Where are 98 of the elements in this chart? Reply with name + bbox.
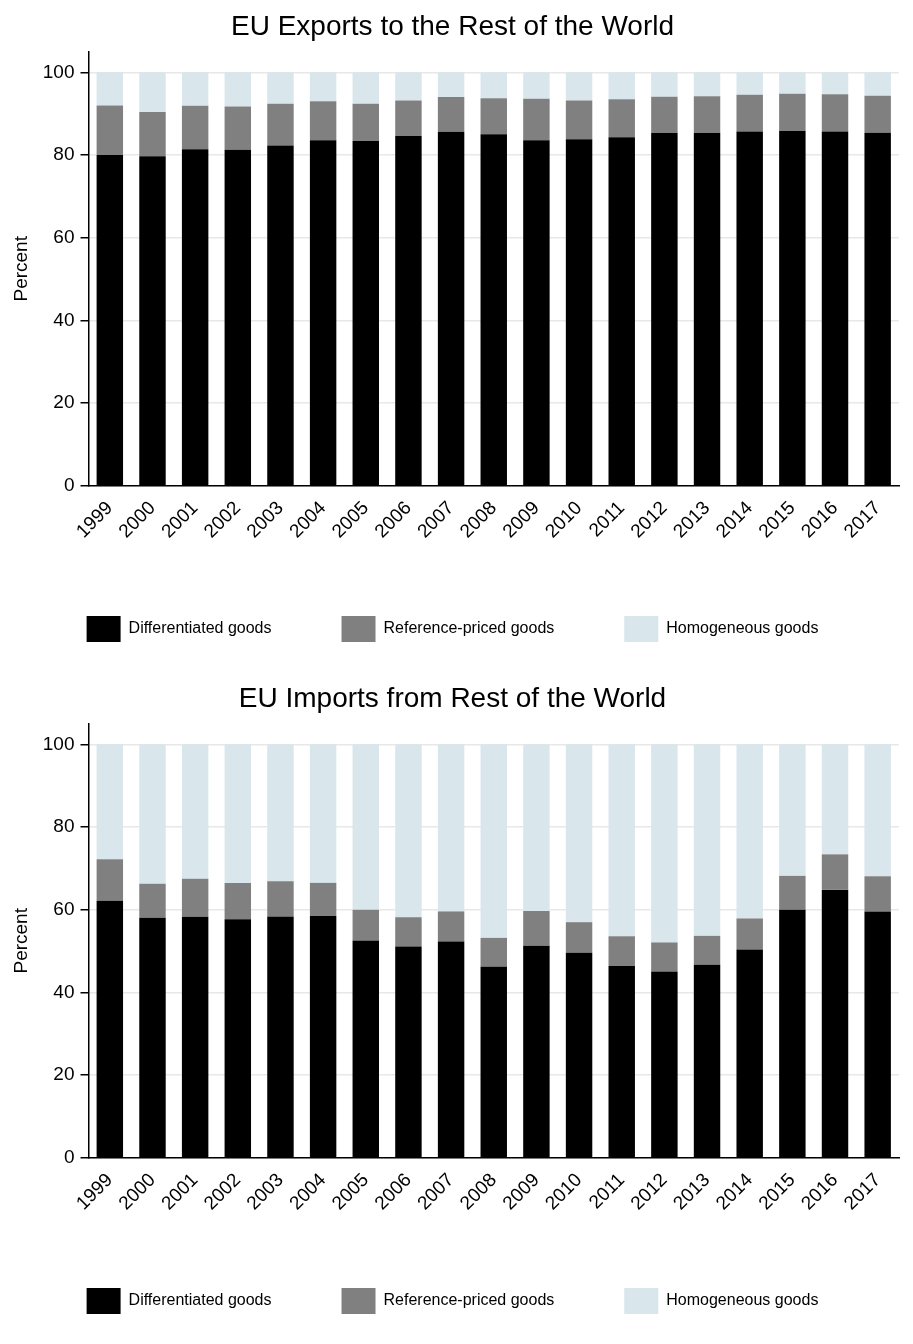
bar [651,96,678,134]
bar [565,922,593,953]
bar [523,911,550,946]
bar [309,101,337,141]
bar [224,882,252,920]
bar [693,744,721,936]
y-tick-label: 80 [53,815,75,837]
bar [437,744,465,912]
bar [352,744,379,910]
legend-label: Reference-priced goods [383,1291,555,1309]
bar [352,72,379,104]
bar [267,744,294,882]
bar [96,859,124,901]
bar [395,744,422,918]
bar [139,744,166,884]
legend-label: Homogeneous goods [666,619,819,637]
bar [821,72,849,95]
y-tick-label: 60 [53,898,75,919]
y-tick-label: 100 [42,732,75,754]
bar [395,100,422,136]
bar [693,72,721,97]
y-axis-title: Percent [9,235,31,302]
bar [224,72,252,107]
bar [821,744,849,855]
bar [608,936,635,967]
bar [651,72,678,97]
bar [437,97,465,132]
bar [181,744,209,879]
bar [821,854,849,890]
bar [224,106,252,150]
legend-label: Differentiated goods [128,1291,272,1309]
bar [523,72,550,99]
bar [139,883,166,918]
y-tick-label: 20 [53,391,75,413]
bar [565,100,593,140]
bar [779,72,806,94]
y-tick-label: 20 [53,1063,75,1085]
bar [309,882,337,916]
legend-label: Reference-priced goods [383,619,555,637]
chart-title: EU Imports from Rest of the World [238,681,667,713]
y-axis-title: Percent [9,907,31,974]
bar [480,937,507,967]
bar [736,72,763,95]
bar [821,94,849,132]
bar [651,942,678,972]
bar [864,95,891,133]
bar [608,99,635,138]
bar [480,744,507,938]
bar [779,744,806,876]
bar [864,744,891,877]
bar [96,744,124,860]
bar [437,911,465,942]
bar [395,72,422,101]
bar [736,94,763,132]
bar [565,744,593,923]
bar [779,875,806,910]
bar [96,105,124,156]
bar [480,98,507,135]
bar [693,935,721,965]
bar [224,744,252,883]
bar [864,876,891,912]
bar [693,96,721,134]
y-tick-label: 60 [53,226,75,247]
bar [309,72,337,102]
bar [736,918,763,950]
bar [395,917,422,947]
bar [267,103,294,146]
y-tick-label: 40 [53,308,75,330]
legend-label: Differentiated goods [128,619,272,637]
bar [779,93,806,132]
legend-label: Homogeneous goods [666,1291,819,1309]
bar [139,72,166,112]
y-tick-label: 80 [53,143,75,165]
bar [267,72,294,104]
chart-title: EU Exports to the Rest of the World [230,9,675,41]
bar [480,72,507,99]
y-tick-label: 40 [53,980,75,1002]
y-tick-label: 0 [63,474,75,496]
bar [864,72,891,96]
bar [608,72,635,100]
bar [352,909,379,941]
bar [651,744,678,943]
bar [352,103,379,141]
bar [523,744,550,912]
bar [96,72,124,106]
bar [267,881,294,917]
bar [523,98,550,141]
bar [139,112,166,157]
bar [437,72,465,98]
y-tick-label: 100 [42,60,75,82]
y-tick-label: 0 [63,1146,75,1168]
bar [736,744,763,919]
bar [565,72,593,101]
bar [181,878,209,917]
bar [608,744,635,937]
bar [181,105,209,150]
bar [181,72,209,106]
bar [309,744,337,883]
